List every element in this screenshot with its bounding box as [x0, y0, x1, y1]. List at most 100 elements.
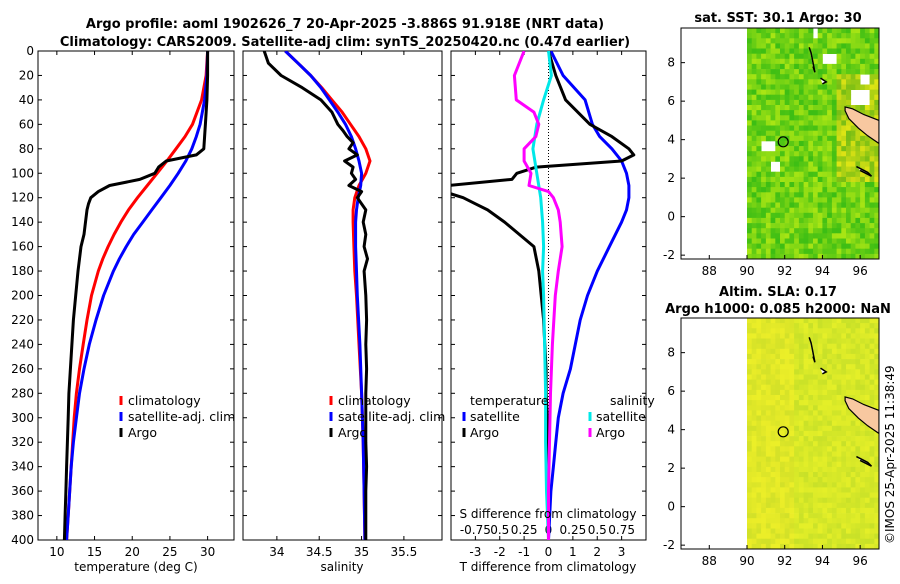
map-cell — [827, 405, 833, 411]
map-cell — [803, 38, 809, 44]
map-cell — [756, 38, 762, 44]
map-cell — [798, 420, 804, 427]
map-cell — [794, 105, 800, 111]
sla-map-panel: Altim. SLA: 0.17 Argo h1000: 0.085 h2000… — [663, 285, 891, 568]
map-cell — [780, 197, 786, 203]
map-cell — [827, 543, 833, 549]
map-cell — [822, 223, 828, 229]
map-cell — [780, 243, 786, 250]
sla-map-title-line1: Altim. SLA: 0.17 — [719, 285, 837, 300]
map-cell — [798, 233, 804, 239]
map-cell — [860, 400, 866, 406]
map-cell — [846, 492, 852, 498]
map-cell — [756, 135, 762, 142]
map-cell — [864, 53, 870, 60]
map-cell — [789, 430, 795, 437]
map-cell — [756, 410, 762, 416]
map-cell — [756, 359, 762, 365]
map-cell — [836, 425, 842, 432]
map-cell — [756, 110, 762, 116]
map-cell — [803, 374, 809, 380]
map-cell — [765, 248, 771, 255]
x-tick-label: 1 — [569, 545, 577, 559]
map-cell — [756, 151, 762, 157]
map-cell — [775, 233, 781, 239]
map-cell — [855, 353, 861, 360]
map-cell — [756, 223, 762, 229]
map-cell — [770, 58, 776, 65]
map-cell — [770, 217, 776, 224]
map-cell — [747, 364, 753, 370]
map-cell — [784, 94, 790, 101]
map-cell — [860, 207, 866, 214]
map-cell — [761, 79, 767, 85]
map-cell — [798, 63, 804, 70]
map-y-tick-label: 6 — [667, 384, 675, 398]
map-cell — [864, 238, 870, 244]
map-cell — [841, 395, 847, 401]
map-cell — [869, 502, 875, 509]
map-cell — [751, 58, 757, 65]
map-cell — [794, 43, 800, 49]
map-y-tick-label: 0 — [667, 210, 675, 224]
map-cell — [751, 389, 757, 396]
map-cell — [765, 477, 771, 483]
map-cell — [864, 487, 870, 493]
map-cell — [827, 497, 833, 504]
map-cell — [780, 492, 786, 498]
map-cell — [770, 507, 776, 514]
map-cell — [784, 217, 790, 224]
map-cell — [850, 187, 856, 193]
map-cell — [808, 207, 814, 214]
map-cell — [855, 451, 861, 457]
map-cell — [780, 487, 786, 493]
map-cell — [813, 94, 819, 101]
map-cell — [864, 176, 870, 183]
map-cell — [855, 161, 861, 167]
map-cell — [765, 410, 771, 416]
map-y-tick-label: 4 — [667, 423, 675, 437]
map-cell — [798, 135, 804, 142]
map-cell — [770, 369, 776, 375]
map-cell — [747, 69, 753, 75]
map-cell — [813, 405, 819, 411]
map-cell — [789, 415, 795, 421]
map-cell — [813, 48, 819, 54]
map-cell — [869, 176, 875, 183]
map-cell — [803, 492, 809, 498]
map-cell — [761, 53, 767, 60]
map-cell — [827, 125, 833, 131]
map-cell — [765, 451, 771, 457]
map-cell — [747, 105, 753, 111]
map-cell — [756, 318, 762, 324]
map-cell — [831, 130, 837, 137]
map-cell — [747, 461, 753, 468]
map-cell — [765, 223, 771, 229]
map-cell — [761, 130, 767, 137]
map-cell — [808, 161, 814, 167]
map-cell — [789, 53, 795, 60]
map-cell — [841, 384, 847, 391]
map-cell — [808, 369, 814, 375]
map-cell — [765, 353, 771, 360]
map-cell — [789, 166, 795, 173]
map-cell — [831, 99, 837, 106]
map-cell — [808, 410, 814, 416]
map-cell — [789, 441, 795, 447]
map-cell — [803, 243, 809, 250]
map-cell — [869, 58, 875, 65]
map-cell — [846, 528, 852, 534]
map-cell — [850, 28, 856, 34]
map-cell — [874, 151, 879, 157]
map-cell — [747, 130, 753, 137]
map-cell — [850, 69, 856, 75]
map-cell — [836, 430, 842, 437]
map-cell — [751, 425, 757, 432]
map-cell — [827, 69, 833, 75]
map-cell — [850, 497, 856, 504]
map-cell — [775, 74, 781, 80]
depth-tick-label: 120 — [11, 191, 34, 205]
map-cell — [822, 63, 828, 70]
map-cell — [808, 166, 814, 173]
map-cell — [822, 328, 828, 334]
